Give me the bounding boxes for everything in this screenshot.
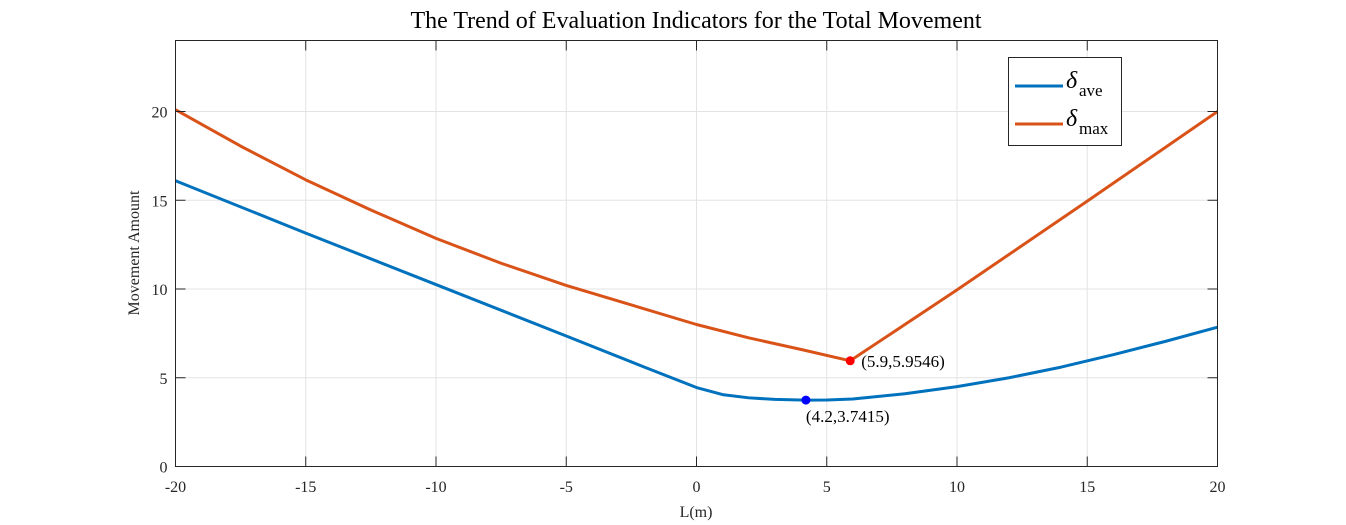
legend-symbol: δ (1066, 106, 1078, 132)
chart-title: The Trend of Evaluation Indicators for t… (410, 8, 981, 34)
series-line-max (174, 108, 1219, 363)
x-tick-label: 0 (693, 479, 701, 496)
x-tick-label: 10 (949, 479, 965, 496)
legend-symbol: δ (1066, 68, 1078, 94)
legend-box (1008, 57, 1122, 146)
y-tick-label: 10 (152, 282, 168, 299)
x-tick-label: 15 (1079, 479, 1095, 496)
legend-subscript: ave (1079, 81, 1103, 100)
highlight-point (845, 356, 855, 366)
y-tick-label: 0 (160, 460, 168, 477)
y-axis-label: Movement Amount (126, 190, 143, 315)
legend-subscript: max (1079, 119, 1109, 138)
x-tick-label: -5 (560, 479, 573, 496)
tick-labels: -20 -15 -10 -5 0 5 10 15 20 0 5 10 15 20 (152, 40, 1226, 496)
y-tick-label: 20 (152, 105, 168, 122)
x-tick-label: -20 (165, 479, 186, 496)
x-tick-label: -15 (295, 479, 316, 496)
y-tick-label: 5 (160, 371, 168, 388)
point-annotation-label: (5.9,5.9546) (861, 352, 945, 371)
x-axis-label: L(m) (680, 504, 713, 521)
x-tick-label: -10 (425, 479, 446, 496)
point-annotation-label: (4.2,3.7415) (806, 407, 890, 426)
annotations: (4.2,3.7415) (5.9,5.9546) (801, 352, 945, 426)
highlight-point (801, 395, 811, 405)
x-tick-label: 20 (1210, 479, 1226, 496)
y-tick-label: 15 (152, 193, 168, 210)
x-tick-label: 5 (823, 479, 831, 496)
